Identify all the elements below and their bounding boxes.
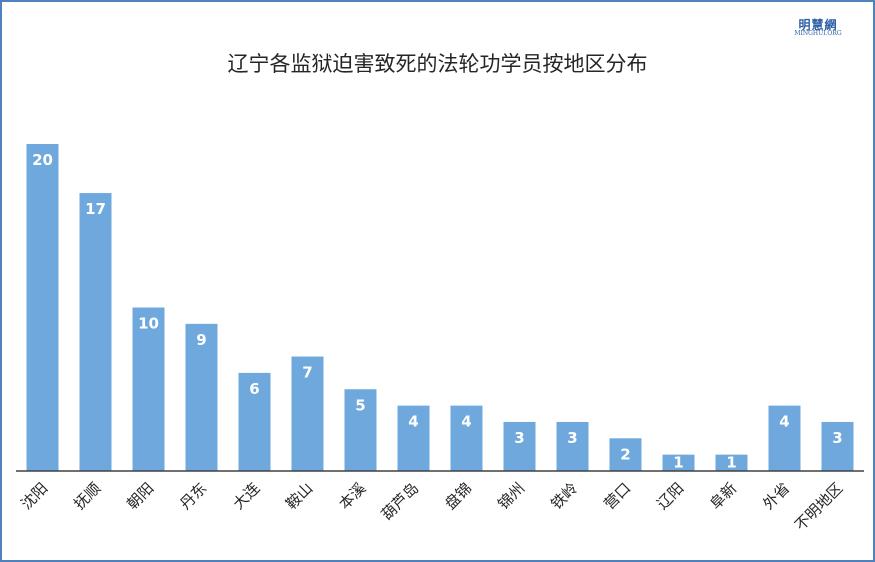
bar-丹东 xyxy=(185,323,218,471)
category-label: 大连 xyxy=(229,479,263,513)
bar-葫芦岛 xyxy=(397,405,430,471)
category-label: 不明地区 xyxy=(791,479,846,534)
bar-value-label: 4 xyxy=(408,413,418,431)
category-label: 朝阳 xyxy=(123,479,157,513)
bar-value-label: 1 xyxy=(726,454,736,472)
category-label: 丹东 xyxy=(176,479,210,513)
bar-value-label: 4 xyxy=(461,413,471,431)
bar-不明地区 xyxy=(821,421,854,471)
category-label: 葫芦岛 xyxy=(378,479,423,524)
bar-大连 xyxy=(238,372,271,471)
bar-阜新 xyxy=(715,454,748,471)
bar-value-label: 3 xyxy=(567,429,577,447)
bar-本溪 xyxy=(344,389,377,471)
category-label: 阜新 xyxy=(706,479,740,513)
bar-锦州 xyxy=(503,421,536,471)
bar-外省 xyxy=(768,405,801,471)
category-label: 沈阳 xyxy=(17,479,51,513)
bar-营口 xyxy=(609,438,642,471)
minghui-logo-url: MINGHUI.ORG xyxy=(794,30,842,37)
bar-鞍山 xyxy=(291,356,324,471)
bar-value-label: 5 xyxy=(355,396,365,414)
bar-盘锦 xyxy=(450,405,483,471)
bar-铁岭 xyxy=(556,421,589,471)
category-label: 抚顺 xyxy=(70,479,104,513)
bar-沈阳 xyxy=(26,144,59,471)
category-label: 外省 xyxy=(759,479,793,513)
bar-value-label: 20 xyxy=(32,151,53,169)
bar-value-label: 2 xyxy=(620,445,630,463)
category-label: 铁岭 xyxy=(547,479,581,513)
bar-value-label: 7 xyxy=(302,364,312,382)
category-label: 辽阳 xyxy=(653,479,687,513)
bar-value-label: 10 xyxy=(138,315,159,333)
category-label: 营口 xyxy=(600,479,634,513)
category-label: 鞍山 xyxy=(282,479,316,513)
category-label: 盘锦 xyxy=(441,479,475,513)
bar-value-label: 9 xyxy=(196,331,206,349)
bar-value-label: 4 xyxy=(779,413,789,431)
minghui-logo: 明慧網 xyxy=(798,18,838,32)
chart-title: 辽宁各监狱迫害致死的法轮功学员按地区分布 xyxy=(227,52,648,76)
bar-value-label: 3 xyxy=(832,429,842,447)
bar-value-label: 6 xyxy=(249,380,259,398)
category-label: 本溪 xyxy=(335,479,369,513)
category-label: 锦州 xyxy=(494,479,528,513)
bar-value-label: 3 xyxy=(514,429,524,447)
bar-value-label: 1 xyxy=(673,454,683,472)
bar-抚顺 xyxy=(79,193,112,472)
bars-group: 20 17 10 9 6 7 5 4 4 3 3 2 1 1 4 3 xyxy=(26,144,854,472)
bar-value-label: 17 xyxy=(85,200,106,218)
bar-朝阳 xyxy=(132,307,165,471)
bar-辽阳 xyxy=(662,454,695,471)
